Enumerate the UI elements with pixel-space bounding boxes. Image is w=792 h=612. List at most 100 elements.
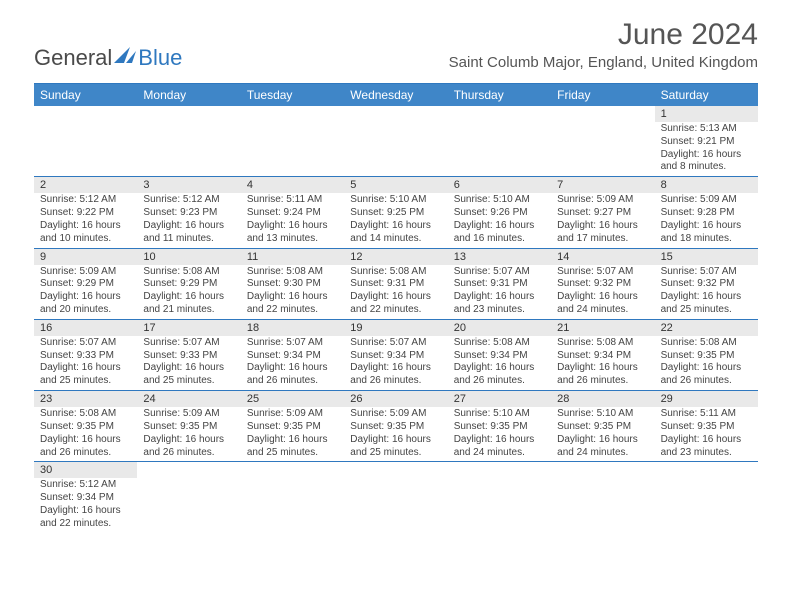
- daylight-text: Daylight: 16 hours and 22 minutes.: [247, 291, 340, 317]
- day-number: 30: [34, 462, 137, 478]
- day-cell: [137, 106, 240, 176]
- day-body: Sunrise: 5:08 AMSunset: 9:30 PMDaylight:…: [241, 265, 344, 319]
- day-body: Sunrise: 5:08 AMSunset: 9:34 PMDaylight:…: [448, 336, 551, 390]
- sunset-text: Sunset: 9:31 PM: [454, 278, 547, 291]
- daylight-text: Daylight: 16 hours and 22 minutes.: [40, 505, 133, 531]
- day-cell: 5Sunrise: 5:10 AMSunset: 9:25 PMDaylight…: [344, 177, 447, 247]
- sunrise-text: Sunrise: 5:08 AM: [350, 266, 443, 279]
- sunrise-text: Sunrise: 5:08 AM: [454, 337, 547, 350]
- sunset-text: Sunset: 9:27 PM: [557, 207, 650, 220]
- daylight-text: Daylight: 16 hours and 23 minutes.: [661, 434, 754, 460]
- daylight-text: Daylight: 16 hours and 25 minutes.: [40, 362, 133, 388]
- week-row: 9Sunrise: 5:09 AMSunset: 9:29 PMDaylight…: [34, 249, 758, 320]
- day-body: Sunrise: 5:09 AMSunset: 9:28 PMDaylight:…: [655, 193, 758, 247]
- sunrise-text: Sunrise: 5:10 AM: [557, 408, 650, 421]
- day-cell: 21Sunrise: 5:08 AMSunset: 9:34 PMDayligh…: [551, 320, 654, 390]
- week-row: 30Sunrise: 5:12 AMSunset: 9:34 PMDayligh…: [34, 462, 758, 532]
- sunrise-text: Sunrise: 5:07 AM: [350, 337, 443, 350]
- day-cell: 14Sunrise: 5:07 AMSunset: 9:32 PMDayligh…: [551, 249, 654, 319]
- day-cell: 9Sunrise: 5:09 AMSunset: 9:29 PMDaylight…: [34, 249, 137, 319]
- daylight-text: Daylight: 16 hours and 26 minutes.: [143, 434, 236, 460]
- daylight-text: Daylight: 16 hours and 25 minutes.: [350, 434, 443, 460]
- day-cell: 29Sunrise: 5:11 AMSunset: 9:35 PMDayligh…: [655, 391, 758, 461]
- day-cell: 30Sunrise: 5:12 AMSunset: 9:34 PMDayligh…: [34, 462, 137, 532]
- header: General Blue June 2024 Saint Columb Majo…: [0, 0, 792, 75]
- day-body: Sunrise: 5:08 AMSunset: 9:29 PMDaylight:…: [137, 265, 240, 319]
- day-number: 10: [137, 249, 240, 265]
- sunrise-text: Sunrise: 5:07 AM: [40, 337, 133, 350]
- day-body: [344, 478, 447, 481]
- day-cell: 18Sunrise: 5:07 AMSunset: 9:34 PMDayligh…: [241, 320, 344, 390]
- day-body: [551, 122, 654, 125]
- day-number: 8: [655, 177, 758, 193]
- sunrise-text: Sunrise: 5:08 AM: [143, 266, 236, 279]
- dow-cell: Saturday: [655, 84, 758, 106]
- day-cell: 26Sunrise: 5:09 AMSunset: 9:35 PMDayligh…: [344, 391, 447, 461]
- sunset-text: Sunset: 9:28 PM: [661, 207, 754, 220]
- day-number: 7: [551, 177, 654, 193]
- day-cell: 10Sunrise: 5:08 AMSunset: 9:29 PMDayligh…: [137, 249, 240, 319]
- sunset-text: Sunset: 9:33 PM: [40, 350, 133, 363]
- day-number: 2: [34, 177, 137, 193]
- sunrise-text: Sunrise: 5:07 AM: [661, 266, 754, 279]
- day-number: 29: [655, 391, 758, 407]
- day-number: 19: [344, 320, 447, 336]
- day-number: 25: [241, 391, 344, 407]
- daylight-text: Daylight: 16 hours and 13 minutes.: [247, 220, 340, 246]
- week-row: 2Sunrise: 5:12 AMSunset: 9:22 PMDaylight…: [34, 177, 758, 248]
- day-number: 28: [551, 391, 654, 407]
- sunset-text: Sunset: 9:29 PM: [143, 278, 236, 291]
- sunset-text: Sunset: 9:34 PM: [40, 492, 133, 505]
- day-cell: [655, 462, 758, 532]
- dow-cell: Wednesday: [344, 84, 447, 106]
- daylight-text: Daylight: 16 hours and 11 minutes.: [143, 220, 236, 246]
- sunrise-text: Sunrise: 5:12 AM: [143, 194, 236, 207]
- sunrise-text: Sunrise: 5:08 AM: [557, 337, 650, 350]
- sunrise-text: Sunrise: 5:10 AM: [350, 194, 443, 207]
- day-cell: 15Sunrise: 5:07 AMSunset: 9:32 PMDayligh…: [655, 249, 758, 319]
- daylight-text: Daylight: 16 hours and 18 minutes.: [661, 220, 754, 246]
- daylight-text: Daylight: 16 hours and 26 minutes.: [557, 362, 650, 388]
- sunrise-text: Sunrise: 5:11 AM: [661, 408, 754, 421]
- logo-text-blue: Blue: [138, 45, 182, 71]
- sunrise-text: Sunrise: 5:12 AM: [40, 194, 133, 207]
- sunset-text: Sunset: 9:29 PM: [40, 278, 133, 291]
- sunrise-text: Sunrise: 5:13 AM: [661, 123, 754, 136]
- sunset-text: Sunset: 9:31 PM: [350, 278, 443, 291]
- daylight-text: Daylight: 16 hours and 16 minutes.: [454, 220, 547, 246]
- title-block: June 2024 Saint Columb Major, England, U…: [449, 18, 758, 71]
- day-number: 26: [344, 391, 447, 407]
- page-title: June 2024: [449, 18, 758, 52]
- day-number: 14: [551, 249, 654, 265]
- day-body: Sunrise: 5:09 AMSunset: 9:35 PMDaylight:…: [344, 407, 447, 461]
- day-number: 20: [448, 320, 551, 336]
- day-body: Sunrise: 5:07 AMSunset: 9:34 PMDaylight:…: [344, 336, 447, 390]
- sunset-text: Sunset: 9:30 PM: [247, 278, 340, 291]
- day-body: Sunrise: 5:09 AMSunset: 9:35 PMDaylight:…: [241, 407, 344, 461]
- day-cell: [551, 462, 654, 532]
- day-body: Sunrise: 5:10 AMSunset: 9:35 PMDaylight:…: [551, 407, 654, 461]
- daylight-text: Daylight: 16 hours and 24 minutes.: [557, 291, 650, 317]
- sail-icon: [112, 45, 138, 65]
- day-cell: 7Sunrise: 5:09 AMSunset: 9:27 PMDaylight…: [551, 177, 654, 247]
- dow-cell: Thursday: [448, 84, 551, 106]
- day-cell: 1Sunrise: 5:13 AMSunset: 9:21 PMDaylight…: [655, 106, 758, 176]
- day-cell: [137, 462, 240, 532]
- daylight-text: Daylight: 16 hours and 26 minutes.: [454, 362, 547, 388]
- sunrise-text: Sunrise: 5:09 AM: [557, 194, 650, 207]
- sunset-text: Sunset: 9:23 PM: [143, 207, 236, 220]
- day-body: Sunrise: 5:10 AMSunset: 9:25 PMDaylight:…: [344, 193, 447, 247]
- day-cell: 16Sunrise: 5:07 AMSunset: 9:33 PMDayligh…: [34, 320, 137, 390]
- sunrise-text: Sunrise: 5:10 AM: [454, 194, 547, 207]
- day-cell: 19Sunrise: 5:07 AMSunset: 9:34 PMDayligh…: [344, 320, 447, 390]
- dow-cell: Sunday: [34, 84, 137, 106]
- sunset-text: Sunset: 9:34 PM: [350, 350, 443, 363]
- day-body: [551, 478, 654, 481]
- daylight-text: Daylight: 16 hours and 17 minutes.: [557, 220, 650, 246]
- day-number: 16: [34, 320, 137, 336]
- day-number: 24: [137, 391, 240, 407]
- day-cell: [344, 462, 447, 532]
- day-cell: [448, 462, 551, 532]
- sunset-text: Sunset: 9:24 PM: [247, 207, 340, 220]
- location-subtitle: Saint Columb Major, England, United King…: [449, 54, 758, 71]
